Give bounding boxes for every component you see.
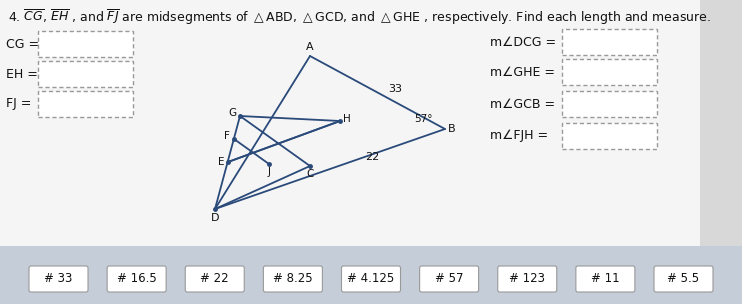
Text: H: H: [343, 114, 351, 124]
Text: 22: 22: [365, 153, 380, 163]
Text: # 33: # 33: [45, 272, 73, 285]
FancyBboxPatch shape: [562, 29, 657, 55]
Text: # 11: # 11: [591, 272, 620, 285]
Text: J: J: [268, 167, 271, 177]
FancyBboxPatch shape: [38, 91, 133, 117]
Text: A: A: [306, 42, 314, 52]
Text: # 8.25: # 8.25: [273, 272, 312, 285]
Text: 33: 33: [389, 84, 402, 94]
FancyBboxPatch shape: [29, 266, 88, 292]
Text: # 16.5: # 16.5: [116, 272, 157, 285]
Text: m∠GHE =: m∠GHE =: [490, 65, 555, 78]
Text: D: D: [211, 213, 219, 223]
Text: 57°: 57°: [414, 114, 433, 124]
Text: C: C: [306, 169, 314, 179]
Bar: [0, 0, 742, 246]
FancyBboxPatch shape: [562, 123, 657, 149]
FancyBboxPatch shape: [38, 61, 133, 87]
FancyBboxPatch shape: [562, 59, 657, 85]
Text: E: E: [217, 157, 224, 167]
FancyBboxPatch shape: [420, 266, 479, 292]
FancyBboxPatch shape: [654, 266, 713, 292]
FancyBboxPatch shape: [562, 91, 657, 117]
Text: # 123: # 123: [509, 272, 545, 285]
FancyBboxPatch shape: [576, 266, 635, 292]
Text: F: F: [224, 131, 230, 141]
Text: # 4.125: # 4.125: [347, 272, 395, 285]
Bar: [700, 0, 742, 246]
Text: CG =: CG =: [6, 37, 39, 50]
FancyBboxPatch shape: [38, 31, 133, 57]
FancyBboxPatch shape: [107, 266, 166, 292]
Text: G: G: [228, 108, 236, 118]
Text: FJ =: FJ =: [6, 98, 31, 110]
Text: B: B: [448, 124, 456, 134]
Text: # 22: # 22: [200, 272, 229, 285]
Text: m∠FJH =: m∠FJH =: [490, 130, 548, 143]
FancyBboxPatch shape: [263, 266, 322, 292]
Bar: [0, 246, 742, 304]
Text: # 5.5: # 5.5: [668, 272, 700, 285]
FancyBboxPatch shape: [341, 266, 401, 292]
Text: m∠GCB =: m∠GCB =: [490, 98, 555, 110]
Text: EH =: EH =: [6, 67, 38, 81]
FancyBboxPatch shape: [186, 266, 244, 292]
FancyBboxPatch shape: [498, 266, 556, 292]
Text: # 57: # 57: [435, 272, 463, 285]
Text: m∠DCG =: m∠DCG =: [490, 36, 556, 49]
Text: 4. $\overline{CG}$, $\overline{EH}$ , and $\overline{FJ}$ are midsegments of $\t: 4. $\overline{CG}$, $\overline{EH}$ , an…: [8, 8, 711, 27]
